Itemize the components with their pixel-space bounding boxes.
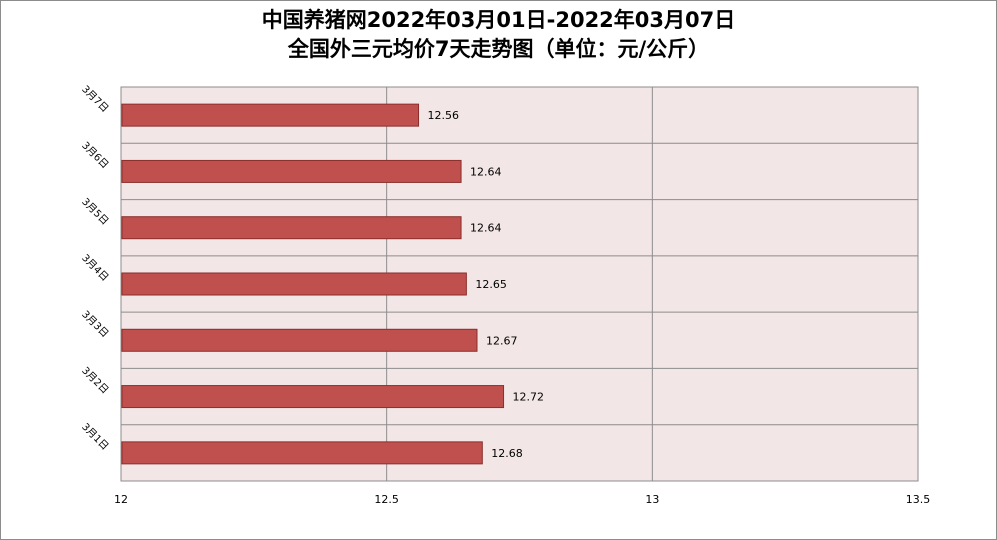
bar (121, 441, 483, 465)
y-tick-label: 3月4日 (79, 252, 111, 284)
y-tick-label: 3月7日 (79, 83, 111, 115)
bar (121, 272, 467, 296)
y-tick-label: 3月5日 (79, 196, 111, 228)
x-tick-label: 12.5 (374, 493, 399, 506)
bar (121, 385, 505, 409)
chart-title-block: 中国养猪网2022年03月01日-2022年03月07日 全国外三元均价7天走势… (0, 6, 997, 64)
y-tick-label: 3月1日 (79, 421, 111, 453)
data-label: 12.56 (428, 109, 460, 122)
bar (121, 159, 462, 183)
y-tick-label: 3月3日 (79, 308, 111, 340)
x-tick-label: 13 (645, 493, 659, 506)
x-tick-label: 13.5 (906, 493, 931, 506)
bar (121, 328, 478, 352)
data-label: 12.67 (486, 334, 518, 347)
y-tick-label: 3月6日 (79, 139, 111, 171)
chart-title: 中国养猪网2022年03月01日-2022年03月07日 (261, 8, 736, 32)
chart-subtitle: 全国外三元均价7天走势图（单位：元/公斤） (287, 37, 710, 61)
data-label: 12.68 (491, 447, 522, 460)
data-label: 12.64 (470, 222, 502, 235)
y-tick-label: 3月2日 (79, 365, 111, 397)
data-label: 12.64 (470, 165, 502, 178)
data-label: 12.72 (513, 391, 545, 404)
bar (121, 103, 420, 127)
x-tick-label: 12 (114, 493, 128, 506)
data-label: 12.65 (475, 278, 507, 291)
bar (121, 216, 462, 240)
